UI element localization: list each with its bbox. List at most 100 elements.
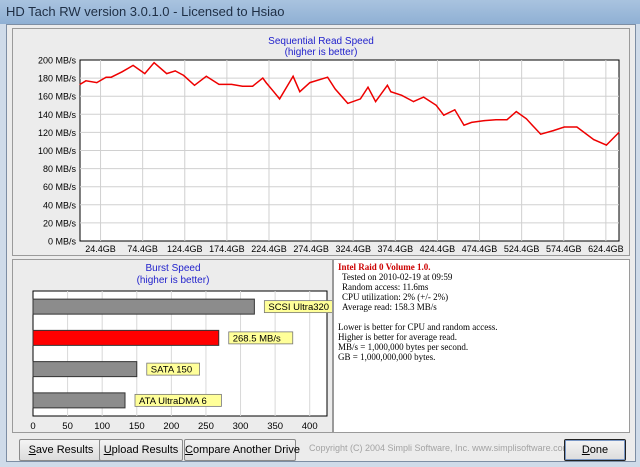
drive-info-panel: Intel Raid 0 Volume 1.0. Tested on 2010-… (333, 259, 630, 433)
average-read: Average read: 158.3 MB/s (342, 302, 437, 312)
random-access: Random access: 11.6ms (342, 282, 429, 292)
burst-tick-label: 50 (62, 421, 73, 432)
drive-name: Intel Raid 0 Volume 1.0. (338, 262, 431, 272)
x-tick-label: 324.4GB (335, 244, 371, 254)
burst-tick-label: 100 (94, 421, 110, 432)
data-point (241, 85, 244, 87)
y-tick-label: 80 MB/s (43, 164, 77, 174)
data-point (618, 131, 620, 133)
done-button[interactable]: Done (564, 439, 626, 461)
data-point (262, 77, 264, 79)
data-point (605, 144, 607, 146)
x-tick-label: 124.4GB (167, 244, 203, 254)
burst-tick-label: 200 (163, 421, 179, 432)
burst-title: Burst Speed (145, 263, 200, 274)
note-gb: GB = 1,000,000,000 bytes. (338, 352, 436, 362)
burst-bar-label: ATA UltraDMA 6 (139, 396, 207, 407)
data-point (515, 110, 517, 113)
data-point (593, 139, 595, 141)
data-point (563, 126, 565, 128)
sequential-read-panel: Sequential Read Speed (higher is better)… (12, 28, 630, 256)
copyright-text: Copyright (C) 2004 Simpli Software, Inc.… (309, 443, 571, 453)
x-tick-label: 24.4GB (85, 244, 116, 254)
data-point (375, 101, 377, 103)
x-tick-label: 574.4GB (546, 244, 582, 254)
data-point (334, 88, 336, 90)
data-point (265, 82, 267, 84)
x-tick-label: 474.4GB (462, 244, 498, 254)
note-mbs: MB/s = 1,000,000 bytes per second. (338, 342, 469, 352)
data-point (471, 121, 473, 124)
data-point (390, 91, 392, 93)
x-tick-label: 374.4GB (378, 244, 414, 254)
data-point (85, 80, 87, 82)
x-tick-label: 274.4GB (293, 244, 329, 254)
burst-label-box (228, 331, 294, 345)
burst-subtitle: (higher is better) (137, 275, 210, 286)
y-tick-label: 40 MB/s (43, 200, 77, 210)
data-point (412, 101, 415, 103)
data-point (435, 104, 437, 106)
data-point (359, 98, 362, 100)
data-point (292, 75, 294, 77)
data-point (121, 71, 123, 73)
burst-label-box (134, 393, 222, 407)
x-tick-label: 624.4GB (588, 244, 624, 254)
x-tick-label: 224.4GB (251, 244, 287, 254)
burst-bar (32, 361, 138, 378)
data-point (367, 86, 369, 88)
y-tick-label: 0 MB/s (48, 237, 77, 247)
compare-another-drive-button[interactable]: Compare Another Drive (184, 439, 300, 461)
y-tick-label: 100 MB/s (38, 146, 77, 156)
note-higher-better: Higher is better for average read. (338, 332, 457, 342)
data-point (386, 84, 388, 86)
data-point (495, 119, 497, 121)
note-lower-better: Lower is better for CPU and random acces… (338, 322, 498, 332)
read-speed-line (79, 61, 620, 146)
test-date: Tested on 2010-02-19 at 09:59 (342, 272, 453, 282)
data-point (153, 62, 155, 64)
x-tick-label: 74.4GB (127, 244, 158, 254)
burst-tick-label: 150 (129, 421, 145, 432)
save-results-button[interactable]: Save Results (19, 439, 103, 461)
chart-subtitle: (higher is better) (285, 47, 358, 58)
upload-results-button[interactable]: Upload Results (99, 439, 183, 461)
data-point (132, 64, 134, 67)
x-tick-label: 174.4GB (209, 244, 245, 254)
data-point (483, 120, 485, 122)
burst-label-box (146, 362, 200, 376)
data-point (96, 82, 98, 84)
burst-tick-label: 300 (233, 421, 249, 432)
data-point (193, 84, 196, 86)
burst-bar (32, 298, 255, 315)
data-point (309, 82, 311, 84)
data-point (401, 94, 403, 96)
burst-bar-label: SATA 150 (151, 365, 192, 376)
data-point (576, 126, 578, 128)
data-point (531, 124, 533, 126)
data-point (347, 102, 349, 105)
data-point (174, 70, 176, 72)
data-point (454, 109, 456, 111)
burst-tick-label: 400 (302, 421, 318, 432)
data-point (423, 96, 425, 98)
data-point (182, 74, 185, 76)
sequential-read-chart: Sequential Read Speed (higher is better)… (38, 36, 624, 254)
y-tick-label: 120 MB/s (38, 128, 77, 138)
data-point (525, 118, 527, 120)
x-tick-label: 524.4GB (504, 244, 540, 254)
y-tick-label: 60 MB/s (43, 182, 77, 192)
data-point (252, 85, 254, 87)
burst-bar-label: SCSI Ultra320 (268, 302, 329, 313)
data-point (299, 91, 301, 93)
y-tick-label: 200 MB/s (38, 56, 77, 66)
burst-bar (32, 392, 126, 409)
data-point (540, 133, 542, 135)
data-point (230, 83, 233, 86)
data-point (506, 119, 508, 121)
burst-tick-label: 350 (267, 421, 283, 432)
data-point (327, 76, 329, 78)
y-tick-label: 20 MB/s (43, 218, 77, 228)
data-point (552, 129, 554, 132)
data-point (205, 75, 207, 77)
